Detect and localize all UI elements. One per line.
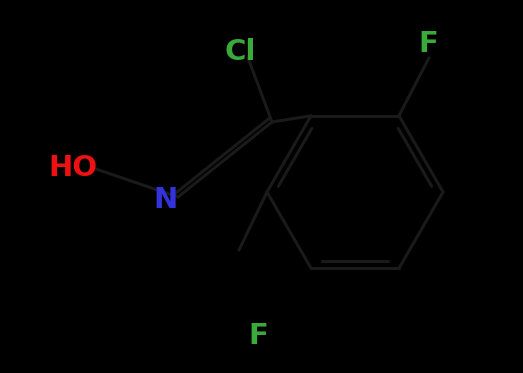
Text: Cl: Cl — [225, 38, 256, 66]
Text: F: F — [248, 322, 268, 350]
Text: HO: HO — [48, 154, 97, 182]
Text: N: N — [153, 186, 177, 214]
Text: F: F — [418, 30, 438, 58]
